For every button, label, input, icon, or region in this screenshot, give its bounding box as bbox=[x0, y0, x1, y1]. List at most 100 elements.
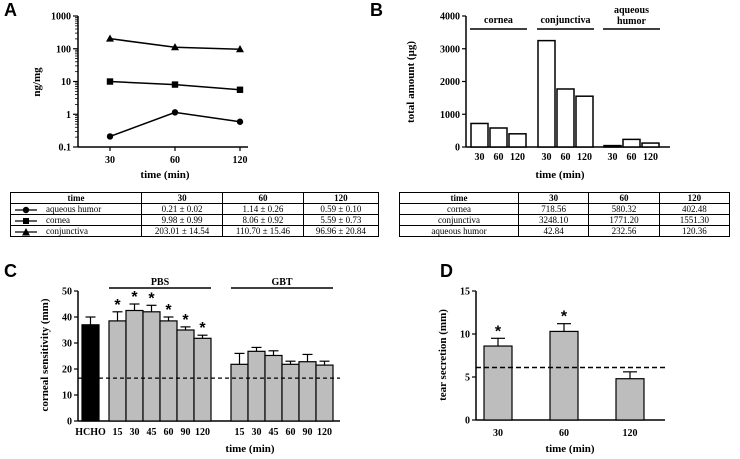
x-tick-label: 45 bbox=[269, 427, 279, 438]
y-tick-label: 4000 bbox=[440, 12, 460, 23]
table-cell: conjunctiva bbox=[46, 226, 88, 236]
data-point bbox=[106, 133, 114, 140]
significance-star: * bbox=[561, 309, 568, 326]
table-a-header: 30 bbox=[140, 192, 224, 204]
table-cell: 110.70 ± 15.46 bbox=[222, 225, 304, 237]
table-b-header: time bbox=[399, 192, 519, 204]
table-b-header: 30 bbox=[517, 192, 590, 204]
x-tick-label: 60 bbox=[627, 152, 637, 163]
table-cell: cornea bbox=[399, 203, 519, 215]
bar bbox=[108, 320, 127, 422]
bar bbox=[247, 350, 266, 422]
table-row: conjunctiva 3248.10 1771.20 1551.30 bbox=[399, 214, 731, 226]
table-cell: 120.36 bbox=[658, 225, 731, 237]
data-point bbox=[171, 43, 179, 51]
y-tick-label: 0 bbox=[455, 143, 460, 154]
data-point bbox=[236, 118, 244, 125]
y-tick-label: 3000 bbox=[440, 44, 460, 55]
x-tick-label: 120 bbox=[195, 427, 210, 438]
circle-marker-icon bbox=[15, 206, 37, 214]
table-cell: 580.32 bbox=[588, 203, 660, 215]
y-tick-label: 20 bbox=[62, 365, 72, 376]
bar bbox=[537, 39, 556, 148]
triangle-marker-icon bbox=[15, 227, 37, 236]
y-tick-label: 50 bbox=[62, 287, 72, 298]
table-b: time 30 60 120 cornea 718.56 580.32 402.… bbox=[399, 192, 731, 237]
significance-star: * bbox=[131, 289, 138, 306]
table-cell: 8.06 ± 0.92 bbox=[222, 214, 304, 226]
significance-star: * bbox=[148, 290, 155, 307]
group-label: aqueous bbox=[614, 5, 649, 16]
table-a-header: 120 bbox=[302, 192, 380, 204]
bar bbox=[489, 127, 508, 148]
x-tick-label: 120 bbox=[623, 428, 638, 439]
group-label: cornea bbox=[484, 15, 513, 26]
table-cell: 402.48 bbox=[658, 203, 731, 215]
data-point bbox=[171, 81, 179, 88]
group-label: conjunctiva bbox=[541, 15, 591, 26]
data-point bbox=[106, 34, 114, 42]
x-tick-label: HCHO bbox=[75, 427, 106, 438]
data-point bbox=[236, 44, 244, 53]
table-b-header: 60 bbox=[588, 192, 660, 204]
x-tick-label: 15 bbox=[235, 427, 245, 438]
table-a-header: time bbox=[10, 192, 142, 204]
x-tick-label: 30 bbox=[130, 427, 140, 438]
table-a-header: 60 bbox=[222, 192, 304, 204]
panel-d: D 0 5 10 15 tear secretion (mm) time (min) 30 * 6… bbox=[437, 261, 665, 455]
table-cell: aqueous humor bbox=[46, 204, 102, 214]
significance-star: * bbox=[165, 302, 172, 319]
table-cell: 0.59 ± 0.10 bbox=[302, 203, 380, 215]
table-row: conjunctiva 203.01 ± 14.54 110.70 ± 15.4… bbox=[10, 225, 380, 237]
y-axis-title: ng/mg bbox=[31, 67, 43, 97]
y-axis-title: corneal sensitivity (mm) bbox=[39, 298, 51, 411]
data-point bbox=[236, 86, 244, 93]
x-tick-label: 120 bbox=[510, 152, 525, 163]
bar bbox=[281, 363, 300, 422]
table-cell: 1771.20 bbox=[588, 214, 660, 226]
table-cell: cornea bbox=[46, 215, 70, 225]
group-label: PBS bbox=[151, 277, 170, 288]
x-tick-label: 120 bbox=[317, 427, 332, 438]
x-axis-title: time (min) bbox=[225, 443, 275, 455]
x-tick-label: 45 bbox=[147, 427, 157, 438]
group-label: GBT bbox=[271, 277, 292, 288]
bar bbox=[125, 309, 144, 422]
table-row: cornea 718.56 580.32 402.48 bbox=[399, 203, 731, 215]
y-tick-label: 0.1 bbox=[59, 143, 72, 154]
bar bbox=[483, 345, 513, 421]
x-tick-label: 30 bbox=[608, 152, 618, 163]
table-cell: 3248.10 bbox=[517, 214, 590, 226]
x-axis-title: time (min) bbox=[140, 169, 190, 181]
y-tick-label: 100 bbox=[56, 44, 71, 55]
x-tick-label: 90 bbox=[181, 427, 191, 438]
x-tick-label: 30 bbox=[542, 152, 552, 163]
panel-label: A bbox=[4, 0, 17, 20]
table-cell: conjunctiva bbox=[399, 214, 519, 226]
bar bbox=[622, 138, 641, 148]
bar bbox=[603, 144, 622, 148]
x-tick-label: 60 bbox=[170, 155, 180, 166]
series-line bbox=[109, 111, 241, 138]
y-tick-label: 0 bbox=[465, 416, 470, 427]
panel-c: C 0 10 20 30 40 50 corneal sensitivity (mm) time… bbox=[4, 261, 340, 455]
bar bbox=[159, 320, 178, 422]
table-cell: aqueous humor bbox=[399, 225, 519, 237]
table-cell: 203.01 ± 14.54 bbox=[140, 225, 224, 237]
bar bbox=[470, 122, 489, 148]
significance-star: * bbox=[199, 320, 206, 337]
bar bbox=[230, 363, 249, 422]
significance-star: * bbox=[182, 312, 189, 329]
significance-star: * bbox=[114, 297, 121, 314]
bar bbox=[142, 311, 161, 422]
table-cell: 1.14 ± 0.26 bbox=[222, 203, 304, 215]
data-point bbox=[106, 78, 114, 85]
y-tick-label: 5 bbox=[465, 373, 470, 384]
bar bbox=[298, 361, 317, 422]
bar bbox=[575, 95, 594, 148]
y-tick-label: 15 bbox=[460, 287, 470, 298]
x-tick-label: 120 bbox=[577, 152, 592, 163]
y-tick-label: 1 bbox=[66, 110, 71, 121]
table-cell: 42.84 bbox=[517, 225, 590, 237]
x-axis-title: time (min) bbox=[535, 169, 585, 181]
